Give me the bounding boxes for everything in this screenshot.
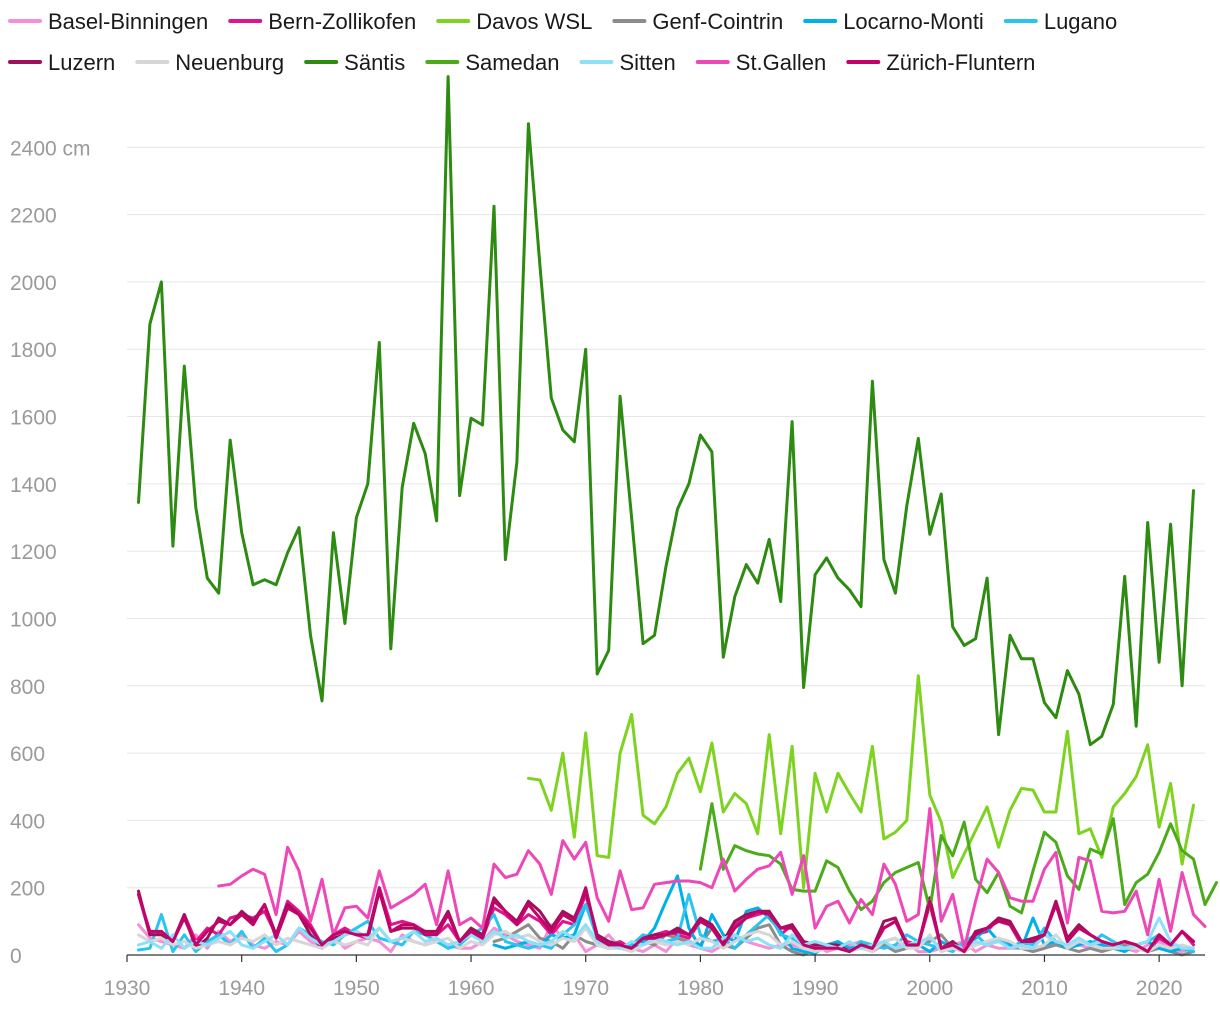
legend-item: Locarno-Monti (803, 9, 984, 34)
legend-label: Samedan (465, 50, 559, 75)
y-tick-label: 0 (10, 945, 22, 968)
y-tick-label: 600 (10, 743, 45, 766)
legend-label: Locarno-Monti (843, 9, 984, 34)
legend-item: Genf-Cointrin (612, 9, 783, 34)
x-tick-label: 1930 (104, 977, 151, 1000)
series-line-z-rich-fluntern (137, 886, 1195, 954)
y-tick-label: 2000 (10, 272, 57, 295)
legend-label: Bern-Zollikofen (268, 9, 416, 34)
legend-label: Säntis (344, 50, 405, 75)
x-tick-label: 1980 (677, 977, 724, 1000)
legend-label: Davos WSL (476, 9, 592, 34)
legend-item: St.Gallen (695, 50, 827, 75)
y-tick-label: 1000 (10, 608, 57, 631)
legend-label: Zürich-Fluntern (886, 50, 1035, 75)
x-tick-label: 1950 (333, 977, 380, 1000)
y-tick-label: 2400 cm (10, 137, 91, 160)
y-tick-label: 2200 (10, 205, 57, 228)
legend-item: Sitten (579, 50, 676, 75)
x-axis: 1930 1940 1950 1960 1970 1980 1990 2000 2010 2020 (104, 954, 1205, 1000)
y-tick-label: 200 (10, 878, 45, 901)
legend-item: Zürich-Fluntern (846, 50, 1035, 75)
legend-item: Davos WSL (436, 9, 592, 34)
y-tick-label: 400 (10, 810, 45, 833)
y-tick-label: 1600 (10, 407, 57, 430)
y-tick-label: 1200 (10, 541, 57, 564)
x-tick-label: 1940 (218, 977, 265, 1000)
series-line-s-ntis (137, 75, 1195, 747)
series-line-st-gallen (217, 807, 1207, 950)
legend-label: St.Gallen (736, 50, 827, 75)
x-tick-label: 1960 (448, 977, 495, 1000)
series-line-davos-wsl (526, 674, 1195, 890)
legend-label: Neuenburg (175, 50, 284, 75)
y-tick-label: 1800 (10, 339, 57, 362)
legend-item: Lugano (1003, 9, 1117, 34)
series-lines (137, 75, 1218, 957)
legend-item: Luzern (8, 50, 115, 75)
x-tick-label: 2010 (1021, 977, 1068, 1000)
x-tick-label: 1990 (792, 977, 839, 1000)
legend-label: Sitten (620, 50, 676, 75)
legend-item: Bern-Zollikofen (228, 9, 416, 34)
legend-item: Neuenburg (135, 50, 284, 75)
legend-item: Säntis (304, 50, 405, 75)
legend-item: Samedan (425, 50, 560, 75)
grid: 0 200 400 600 800 1000 1200 1400 1600 1800 2000 220… (10, 137, 1205, 968)
legend-label: Lugano (1044, 9, 1117, 34)
y-tick-label: 800 (10, 676, 45, 699)
legend-label: Basel-Binningen (48, 9, 208, 34)
legend-label: Luzern (48, 50, 115, 75)
legend-label: Genf-Cointrin (652, 9, 783, 34)
x-tick-label: 2020 (1136, 977, 1183, 1000)
x-tick-label: 1970 (562, 977, 609, 1000)
x-tick-label: 2000 (906, 977, 953, 1000)
y-tick-label: 1400 (10, 474, 57, 497)
series-line-sitten (137, 916, 1195, 950)
legend-item: Basel-Binningen (8, 9, 208, 34)
legend: Basel-Binningen Bern-Zollikofen Davos WSL G… (8, 9, 1117, 75)
